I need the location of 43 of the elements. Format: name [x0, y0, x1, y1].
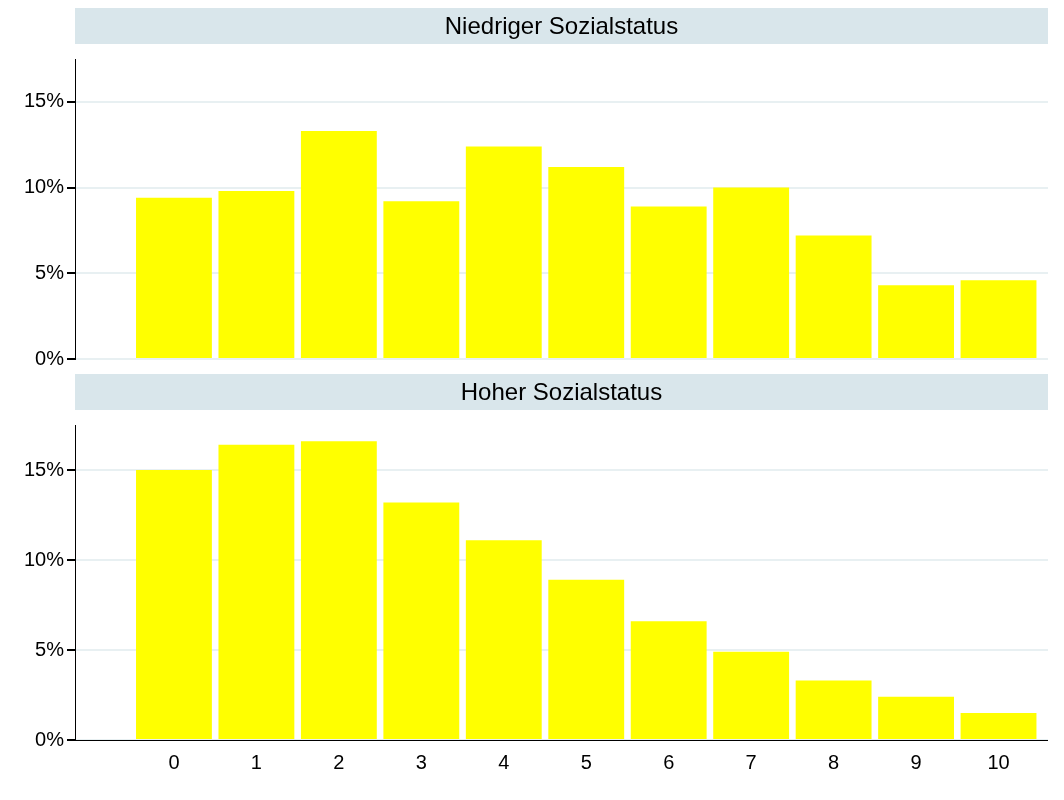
- bar: [136, 470, 212, 739]
- y-tick-label: 5%: [35, 260, 65, 283]
- x-tick-label: 8: [828, 750, 840, 773]
- bar: [548, 167, 625, 358]
- x-tick-label: 5: [580, 750, 592, 773]
- x-tick-label: 7: [745, 750, 757, 773]
- bar: [300, 131, 377, 358]
- y-tick-label: 15%: [23, 89, 65, 112]
- bar: [795, 235, 872, 358]
- y-tick-label: 0%: [35, 346, 65, 369]
- bar: [630, 206, 707, 358]
- y-tick-label: 5%: [35, 637, 65, 660]
- x-tick-label: 10: [987, 750, 1010, 773]
- bar: [960, 713, 1037, 739]
- bar: [300, 441, 377, 739]
- bar: [383, 502, 460, 739]
- x-tick-label: 9: [910, 750, 922, 773]
- bar: [218, 444, 295, 739]
- x-tick-label: 3: [415, 750, 427, 773]
- bar: [713, 651, 790, 739]
- x-tick-label: 4: [498, 750, 510, 773]
- bar: [878, 696, 954, 739]
- y-tick-label: 0%: [35, 727, 65, 750]
- x-tick-label: 6: [663, 750, 675, 773]
- chart-title: Hoher Sozialstatus: [75, 374, 1048, 410]
- bar: [136, 197, 212, 358]
- y-tick-label: 10%: [23, 175, 65, 198]
- bar: [218, 191, 295, 358]
- bar: [713, 187, 790, 358]
- bar: [465, 146, 542, 358]
- bar: [960, 280, 1037, 358]
- y-tick-label: 15%: [23, 457, 65, 480]
- x-tick-label: 1: [250, 750, 262, 773]
- x-tick-label: 0: [168, 750, 180, 773]
- bar: [795, 680, 872, 739]
- bar: [383, 201, 460, 358]
- bar: [630, 621, 707, 739]
- bar: [878, 285, 954, 358]
- x-tick-label: 2: [333, 750, 345, 773]
- chart-title: Niedriger Sozialstatus: [75, 8, 1048, 44]
- bar: [465, 540, 542, 739]
- y-tick-label: 10%: [23, 547, 65, 570]
- bar: [548, 579, 625, 739]
